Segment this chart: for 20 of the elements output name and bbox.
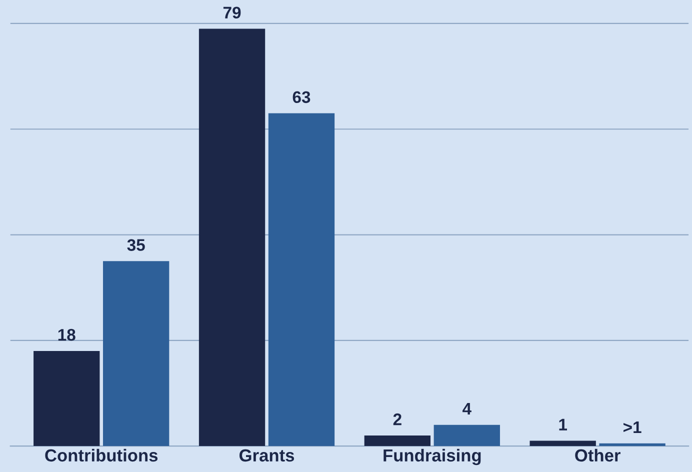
bar bbox=[268, 113, 335, 446]
data-label: 4 bbox=[462, 403, 472, 415]
data-label: 63 bbox=[292, 91, 310, 104]
bar bbox=[434, 424, 500, 446]
bar bbox=[364, 435, 431, 446]
data-label: 18 bbox=[58, 328, 76, 341]
bar bbox=[530, 440, 596, 446]
x-tick-label: Grants bbox=[239, 449, 294, 462]
x-tick-label: Contributions bbox=[45, 448, 158, 462]
data-label: 35 bbox=[127, 239, 145, 251]
x-tick-label: Other bbox=[575, 448, 620, 462]
bar bbox=[34, 350, 100, 446]
x-tick-label: Fundraising bbox=[384, 448, 481, 466]
data-label: 1 bbox=[559, 418, 568, 430]
data-label: >1 bbox=[624, 422, 642, 433]
bar bbox=[198, 28, 266, 446]
bar bbox=[103, 261, 170, 446]
data-label: 79 bbox=[223, 6, 241, 19]
bar bbox=[599, 443, 666, 446]
data-label: 2 bbox=[393, 413, 402, 426]
